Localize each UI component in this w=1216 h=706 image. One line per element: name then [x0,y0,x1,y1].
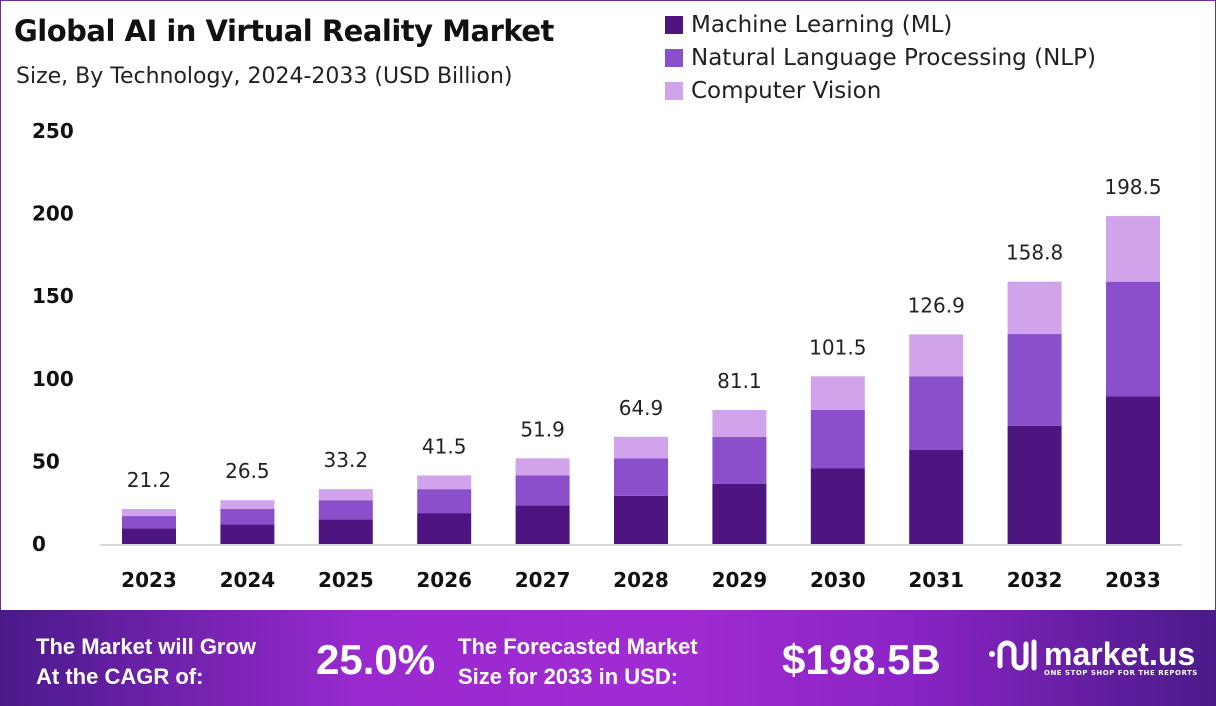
x-tick-label: 2026 [416,568,472,592]
x-tick-label: 2027 [515,568,571,592]
total-label: 21.2 [127,468,172,492]
total-label: 198.5 [1104,175,1161,199]
bar-segment-ml [1106,396,1160,544]
cagr-label: The Market will Grow At the CAGR of: [36,632,256,692]
total-label: 26.5 [225,459,270,483]
x-tick-label: 2031 [908,568,964,592]
footer-banner: The Market will Grow At the CAGR of: 25.… [0,610,1216,706]
cagr-label-line1: The Market will Grow [36,634,257,659]
total-label: 158.8 [1006,241,1063,265]
legend-swatch [665,48,683,67]
bar-segment-cv [122,508,176,517]
bar-segment-ml [122,528,176,544]
x-tick-label: 2023 [121,568,177,592]
bar-segment-nlp [515,475,570,506]
y-tick-label: 200 [32,202,74,226]
bar-segment-ml [220,524,275,544]
bar-segment-cv [1106,216,1160,282]
forecast-value: $198.5B [782,636,941,683]
legend-label: Natural Language Processing (NLP) [691,44,1096,71]
total-label: 126.9 [908,293,965,317]
bar-segment-cv [220,500,275,509]
bar-segment-ml [614,495,668,544]
cagr-value: 25.0% [316,636,436,683]
x-tick-label: 2028 [613,568,669,592]
bar-segment-nlp [712,436,767,484]
bar-segment-ml [712,483,767,544]
marketus-logo: market.us ONE STOP SHOP FOR THE REPORTS [988,634,1198,678]
bar-segment-nlp [614,458,668,496]
forecast-label-line1: The Forecasted Market [458,634,698,659]
total-label: 101.5 [809,335,866,359]
legend-label: Machine Learning (ML) [691,11,953,38]
bar-segment-ml [1007,425,1062,544]
x-tick-label: 2029 [712,568,768,592]
chart-title: Global AI in Virtual Reality Market [14,14,554,48]
x-tick-label: 2032 [1007,568,1063,592]
logo-tagline: ONE STOP SHOP FOR THE REPORTS [1044,668,1198,677]
bar-segment-nlp [318,500,373,520]
logo-icon [989,639,1037,671]
legend-swatch [665,15,683,34]
bar-segment-ml [417,513,472,544]
y-tick-label: 0 [32,532,46,556]
legend-item-cv: Computer Vision [665,74,1096,107]
bar-segment-nlp [417,489,472,514]
total-label: 41.5 [422,434,467,458]
bar-segment-ml [810,468,865,544]
y-tick-label: 250 [32,119,74,143]
bar-segment-cv [909,334,964,377]
bar-segment-cv [712,410,767,437]
y-tick-label: 100 [32,367,74,391]
bar-segment-cv [1007,281,1062,335]
legend-item-ml: Machine Learning (ML) [665,8,1096,41]
x-tick-label: 2024 [220,568,276,592]
x-tick-label: 2025 [318,568,374,592]
forecast-label-line2: Size for 2033 in USD: [458,664,679,689]
bar-segment-cv [417,475,472,490]
legend-swatch [665,81,683,100]
total-label: 51.9 [520,417,565,441]
y-tick-label: 50 [32,449,60,473]
bar-segment-ml [318,519,373,544]
bar-segment-ml [909,449,964,544]
bar-segment-ml [515,505,570,544]
legend: Machine Learning (ML) Natural Language P… [665,8,1096,107]
bar-chart: 0 50 100 150 200 250 21.2 2023 26.5 2024 33.2 2025 4… [32,119,1182,592]
bar-segment-nlp [122,516,176,529]
bar-segment-cv [614,436,668,459]
bar-segment-cv [810,376,865,410]
bar-segment-cv [318,489,373,501]
bar-segment-nlp [1007,334,1062,426]
x-tick-label: 2030 [810,568,866,592]
y-tick-label: 150 [32,284,74,308]
legend-label: Computer Vision [691,77,882,104]
x-tick-label: 2033 [1105,568,1161,592]
cagr-label-line2: At the CAGR of: [36,664,204,689]
legend-item-nlp: Natural Language Processing (NLP) [665,41,1096,74]
logo-name: market.us [1044,635,1196,672]
bar-segment-nlp [1106,281,1160,397]
bar-segment-cv [515,458,570,476]
bar-segment-nlp [220,508,275,525]
total-label: 64.9 [619,396,664,420]
total-label: 81.1 [717,369,762,393]
total-label: 33.2 [324,448,369,472]
forecast-label: The Forecasted Market Size for 2033 in U… [458,632,698,692]
bar-segment-nlp [909,376,964,450]
chart-subtitle: Size, By Technology, 2024-2033 (USD Bill… [16,64,513,89]
bar-segment-nlp [810,409,865,469]
